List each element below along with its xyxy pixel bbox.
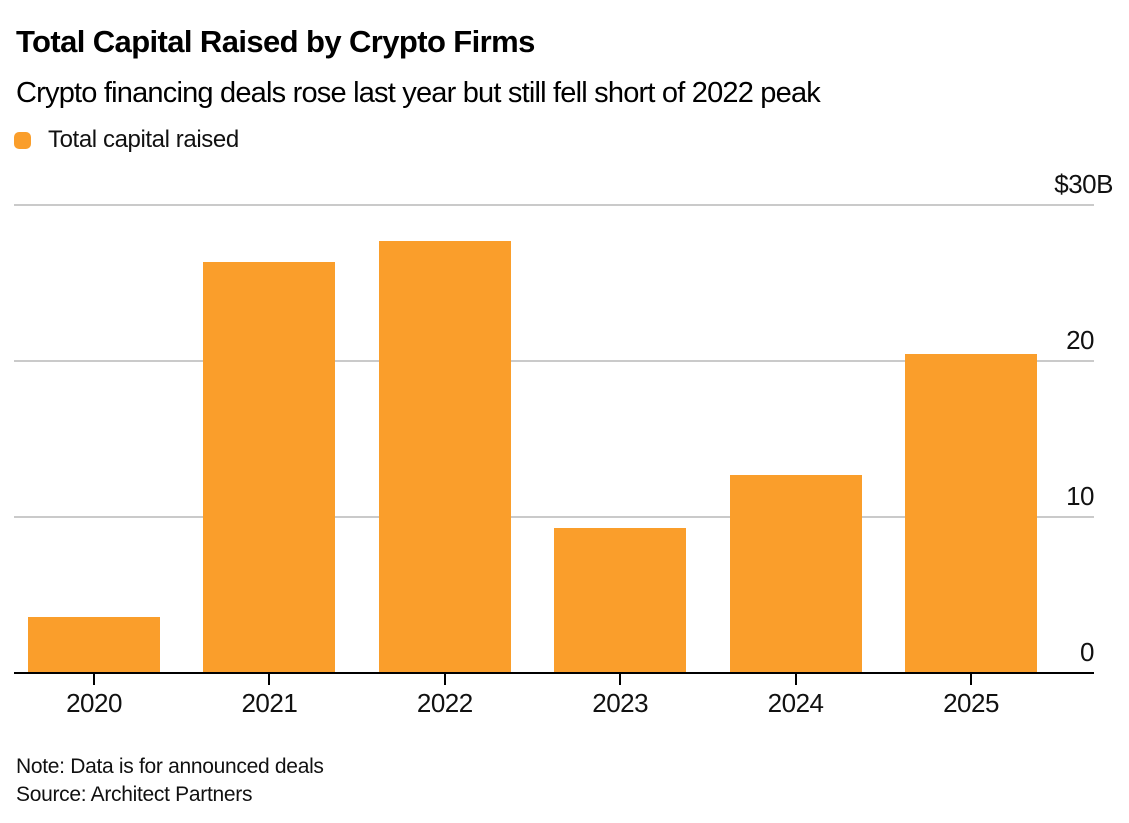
chart-title: Total Capital Raised by Crypto Firms bbox=[16, 24, 535, 59]
gridline-10 bbox=[14, 516, 1094, 518]
x-tick-label-2020: 2020 bbox=[66, 688, 122, 718]
x-tick-label-2025: 2025 bbox=[943, 688, 999, 718]
gridline-20 bbox=[14, 360, 1094, 362]
bar-2025 bbox=[905, 353, 1037, 674]
x-tick-label-2022: 2022 bbox=[416, 688, 473, 718]
chart-footer: Note: Data is for announced deals Source… bbox=[16, 753, 324, 808]
gridline-30 bbox=[14, 204, 1094, 206]
x-tick-label-2023: 2023 bbox=[592, 688, 649, 718]
x-axis-line bbox=[14, 671, 1094, 674]
y-tick-label-30: $30B bbox=[1054, 169, 1113, 199]
bar-2022 bbox=[378, 241, 511, 674]
y-tick-label-0: 0 bbox=[1080, 637, 1094, 667]
x-tick-2024 bbox=[794, 673, 797, 685]
bar-2024 bbox=[729, 475, 862, 674]
chart-source: Source: Architect Partners bbox=[16, 782, 253, 806]
y-tick-label-20: 20 bbox=[1066, 325, 1094, 355]
x-tick-2025 bbox=[970, 673, 972, 685]
y-tick-label-10: 10 bbox=[1066, 481, 1094, 511]
x-tick-label-2021: 2021 bbox=[241, 688, 298, 718]
legend-label: Total capital raised bbox=[48, 126, 239, 153]
chart-note: Note: Data is for announced deals bbox=[16, 755, 324, 778]
x-tick-2022 bbox=[443, 673, 446, 685]
x-tick-2021 bbox=[268, 673, 271, 685]
x-tick-2020 bbox=[93, 673, 95, 685]
bar-2023 bbox=[554, 528, 687, 674]
legend: Total capital raised bbox=[14, 126, 239, 153]
bar-2021 bbox=[203, 261, 336, 674]
bar-2020 bbox=[28, 617, 160, 674]
legend-swatch-icon bbox=[14, 131, 31, 149]
chart-subtitle: Crypto financing deals rose last year bu… bbox=[16, 77, 821, 109]
x-tick-label-2024: 2024 bbox=[767, 688, 824, 718]
x-tick-2023 bbox=[619, 673, 622, 685]
